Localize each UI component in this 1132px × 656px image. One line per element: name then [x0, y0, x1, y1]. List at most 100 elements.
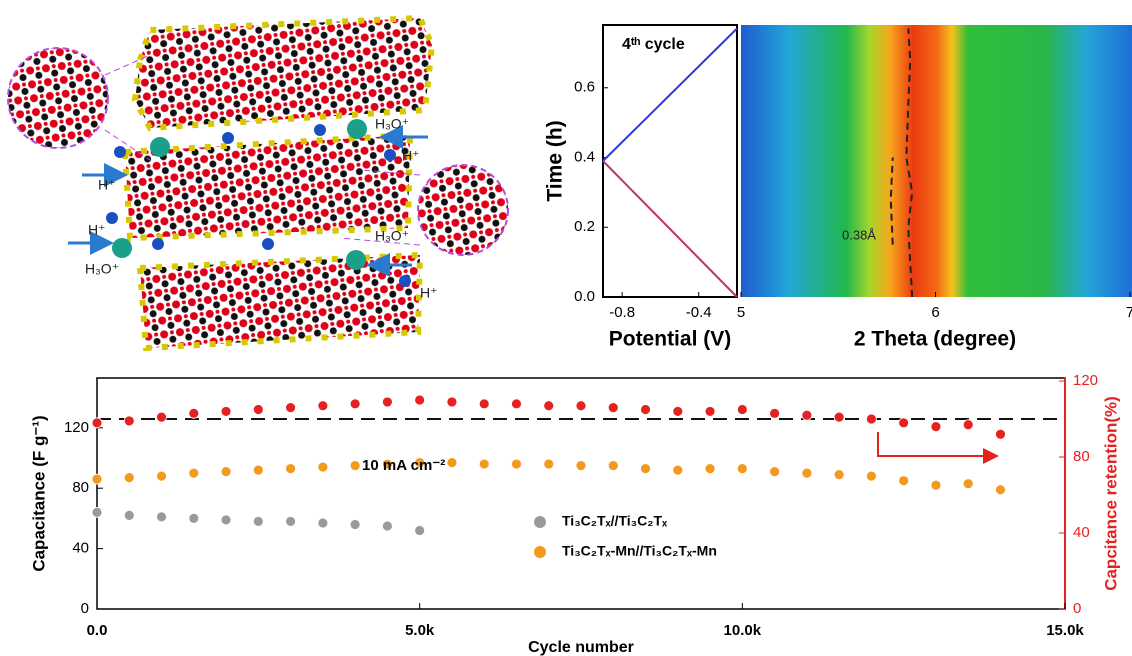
data-point: [899, 418, 909, 428]
data-point: [608, 461, 618, 471]
data-point: [286, 516, 296, 526]
data-point: [382, 521, 392, 531]
data-point: [834, 412, 844, 422]
x-tick-label: 10.0k: [724, 622, 762, 639]
y-tick-label: 0.2: [574, 218, 595, 235]
y2-tick-label: 80: [1073, 448, 1090, 465]
page: {"schematic": {"labels": ["H₃O⁺", "H⁺", …: [0, 0, 1132, 656]
y2-axis-label: Capcitance retention(%): [1101, 396, 1120, 591]
data-point: [834, 470, 844, 480]
data-point: [447, 397, 457, 407]
data-point: [157, 471, 167, 481]
data-point: [866, 471, 876, 481]
data-point: [705, 464, 715, 474]
data-point: [544, 459, 554, 469]
data-point: [253, 405, 263, 415]
data-point: [802, 410, 812, 420]
data-point: [995, 485, 1005, 495]
x-tick-label: 0.0: [87, 622, 108, 639]
y-tick-label: 0.6: [574, 79, 595, 96]
x-tick-label: 6: [931, 304, 939, 321]
y-tick-label: 80: [72, 479, 89, 496]
data-point: [608, 403, 618, 413]
data-point: [189, 513, 199, 523]
data-point: [737, 464, 747, 474]
legend-marker: [534, 546, 546, 558]
y-axis-label: Capacitance (F g⁻¹): [29, 415, 48, 571]
data-point: [737, 405, 747, 415]
data-point: [995, 429, 1005, 439]
data-point: [221, 406, 231, 416]
data-point: [511, 399, 521, 409]
data-point: [479, 459, 489, 469]
y2-tick-label: 120: [1073, 372, 1098, 389]
data-point: [124, 473, 134, 483]
data-point: [770, 467, 780, 477]
ion-label: H⁺: [98, 177, 116, 193]
data-point: [253, 516, 263, 526]
y2-tick-label: 40: [1073, 524, 1090, 541]
data-point: [318, 401, 328, 411]
ion-label: H⁺: [402, 148, 420, 164]
data-point: [544, 401, 554, 411]
data-point: [189, 468, 199, 478]
y2-tick-label: 0: [1073, 600, 1081, 617]
x-axis-label: Potential (V): [609, 328, 732, 351]
x-axis-label: 2 Theta (degree): [854, 328, 1016, 351]
ion-label: H₃O⁺: [375, 116, 409, 132]
data-point: [576, 461, 586, 471]
data-point: [641, 405, 651, 415]
data-point: [253, 465, 263, 475]
data-point: [673, 406, 683, 416]
data-point: [350, 519, 360, 529]
data-point: [382, 397, 392, 407]
data-point: [157, 412, 167, 422]
data-point: [802, 468, 812, 478]
figure: H₃O⁺H⁺H⁺H⁺H₃O⁺H₃O⁺H⁺0.00.20.40.6-0.8-0.4…: [0, 0, 1132, 656]
data-point: [899, 476, 909, 486]
data-point: [124, 416, 134, 426]
x-tick-label: 15.0k: [1046, 622, 1084, 639]
plot-frame: [97, 378, 1065, 609]
data-point: [576, 401, 586, 411]
data-point: [286, 464, 296, 474]
x-tick-label: -0.4: [686, 304, 712, 321]
y-tick-label: 0.0: [574, 288, 595, 305]
ion-label: H₃O⁺: [375, 228, 409, 244]
data-point: [92, 418, 102, 428]
data-point: [92, 474, 102, 484]
data-point: [963, 479, 973, 489]
arrow: [878, 432, 995, 456]
data-point: [286, 403, 296, 413]
y-axis-label: Time (h): [544, 120, 567, 201]
x-tick-label: 7: [1126, 304, 1132, 321]
y-tick-label: 0.4: [574, 148, 595, 165]
x-axis-label: Cycle number: [528, 639, 634, 656]
data-point: [350, 399, 360, 409]
data-point: [963, 420, 973, 430]
data-point: [318, 462, 328, 472]
data-point: [124, 510, 134, 520]
y-tick-label: 0: [81, 600, 89, 617]
annotation: 4ᵗʰ cycle: [622, 36, 685, 53]
data-point: [511, 459, 521, 469]
y-tick-label: 40: [72, 540, 89, 557]
data-point: [931, 422, 941, 432]
data-point: [350, 461, 360, 471]
x-tick-label: 5.0k: [405, 622, 435, 639]
data-point: [673, 465, 683, 475]
data-point: [479, 399, 489, 409]
y-tick-label: 120: [64, 419, 89, 436]
legend-marker: [534, 516, 546, 528]
data-point: [189, 408, 199, 418]
data-point: [92, 507, 102, 517]
ion-label: H⁺: [420, 285, 438, 301]
data-point: [447, 458, 457, 468]
data-point: [641, 464, 651, 474]
data-point: [931, 480, 941, 490]
data-point: [770, 408, 780, 418]
annotation: 10 mA cm⁻²: [362, 457, 445, 474]
data-point: [157, 512, 167, 522]
data-point: [866, 414, 876, 424]
plot-frame: [603, 25, 737, 297]
